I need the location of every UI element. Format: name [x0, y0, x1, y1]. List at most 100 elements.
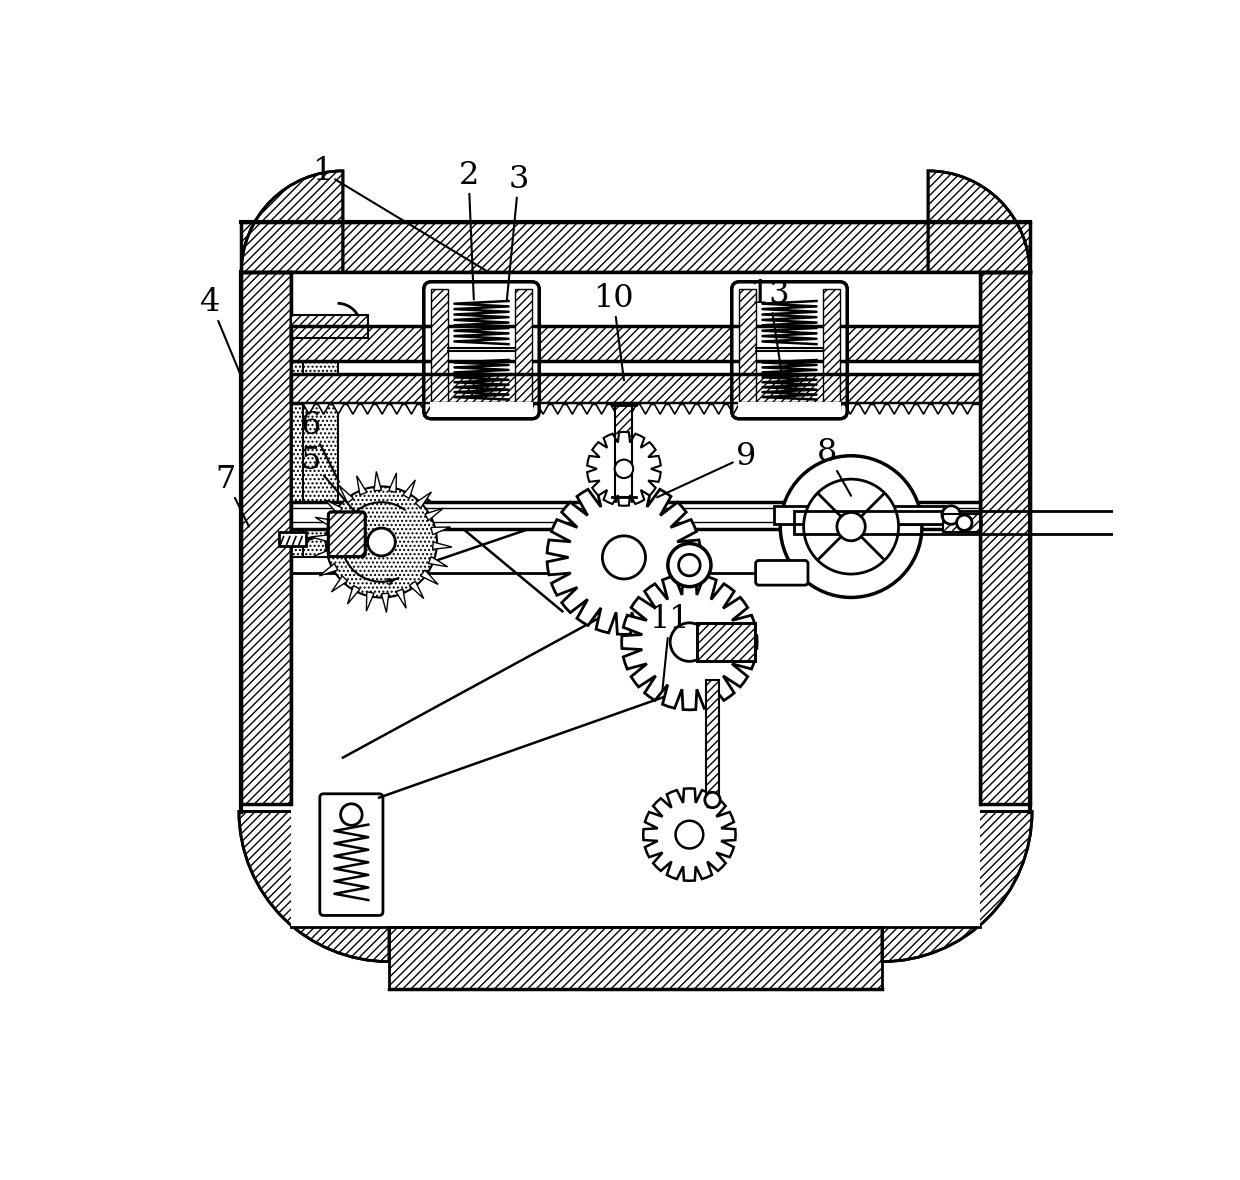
Polygon shape: [587, 432, 661, 506]
Text: 11: 11: [650, 604, 689, 690]
Bar: [242, 273, 291, 804]
Polygon shape: [610, 404, 622, 414]
Text: 7: 7: [216, 464, 249, 526]
Polygon shape: [932, 404, 945, 414]
Bar: [706, 681, 719, 804]
Polygon shape: [771, 404, 784, 414]
Polygon shape: [396, 589, 407, 608]
Bar: [615, 404, 632, 497]
Circle shape: [603, 536, 646, 579]
Bar: [980, 273, 1029, 804]
Polygon shape: [420, 570, 438, 584]
Polygon shape: [507, 404, 520, 414]
FancyBboxPatch shape: [424, 282, 539, 419]
Bar: [697, 623, 755, 661]
Bar: [291, 315, 368, 337]
Polygon shape: [537, 404, 549, 414]
Polygon shape: [405, 404, 418, 414]
Bar: [242, 223, 1029, 273]
Polygon shape: [653, 404, 666, 414]
Bar: [944, 513, 980, 532]
Bar: [242, 223, 1029, 273]
Bar: [822, 289, 839, 411]
Bar: [795, 511, 1143, 535]
Polygon shape: [361, 404, 373, 414]
Polygon shape: [464, 404, 476, 414]
Text: 13: 13: [749, 280, 790, 374]
Bar: [291, 502, 980, 529]
Polygon shape: [844, 404, 857, 414]
Text: 5: 5: [300, 445, 355, 511]
Bar: [291, 315, 368, 337]
Polygon shape: [374, 472, 382, 491]
Polygon shape: [332, 404, 345, 414]
Polygon shape: [303, 404, 315, 414]
Circle shape: [367, 529, 396, 556]
Polygon shape: [429, 557, 448, 566]
Polygon shape: [595, 404, 608, 414]
Wedge shape: [242, 171, 343, 273]
Text: 1: 1: [312, 156, 490, 273]
Bar: [291, 327, 337, 557]
Wedge shape: [239, 812, 389, 962]
Polygon shape: [357, 476, 367, 494]
Polygon shape: [347, 585, 360, 604]
Text: 3: 3: [507, 164, 528, 300]
Polygon shape: [742, 404, 754, 414]
Bar: [739, 289, 756, 411]
FancyBboxPatch shape: [329, 512, 366, 557]
Polygon shape: [713, 404, 725, 414]
Polygon shape: [415, 492, 432, 509]
Bar: [291, 327, 980, 361]
Polygon shape: [918, 404, 930, 414]
Polygon shape: [317, 404, 330, 414]
Polygon shape: [756, 404, 769, 414]
Circle shape: [804, 479, 899, 573]
Polygon shape: [403, 480, 415, 498]
Polygon shape: [432, 527, 450, 535]
Text: 6: 6: [300, 411, 339, 481]
Bar: [389, 927, 882, 989]
Bar: [242, 273, 291, 804]
Polygon shape: [389, 473, 397, 492]
Bar: [739, 289, 756, 411]
Circle shape: [326, 486, 436, 597]
Polygon shape: [339, 485, 353, 503]
Circle shape: [615, 459, 634, 478]
Polygon shape: [800, 404, 812, 414]
Bar: [822, 289, 839, 411]
Text: 9: 9: [657, 441, 756, 497]
Polygon shape: [567, 404, 579, 414]
Polygon shape: [433, 542, 451, 550]
Bar: [432, 289, 449, 411]
FancyBboxPatch shape: [732, 282, 847, 419]
Polygon shape: [859, 404, 872, 414]
Text: 8: 8: [816, 437, 851, 496]
Polygon shape: [312, 550, 332, 557]
Polygon shape: [888, 404, 900, 414]
Polygon shape: [830, 404, 842, 414]
Bar: [291, 327, 337, 557]
Polygon shape: [786, 404, 799, 414]
Polygon shape: [320, 564, 337, 576]
Wedge shape: [928, 171, 1029, 273]
Bar: [291, 374, 980, 404]
Polygon shape: [640, 404, 652, 414]
Polygon shape: [946, 404, 959, 414]
Polygon shape: [727, 404, 739, 414]
Bar: [430, 402, 533, 415]
Bar: [738, 402, 841, 415]
Bar: [291, 327, 980, 361]
Bar: [279, 532, 306, 546]
Polygon shape: [347, 404, 360, 414]
Bar: [774, 506, 951, 524]
Bar: [515, 289, 532, 411]
Wedge shape: [882, 812, 1032, 962]
Polygon shape: [698, 404, 711, 414]
Polygon shape: [961, 404, 973, 414]
Polygon shape: [306, 536, 315, 542]
Polygon shape: [873, 404, 885, 414]
Polygon shape: [625, 404, 637, 414]
Polygon shape: [668, 404, 681, 414]
Polygon shape: [552, 404, 564, 414]
